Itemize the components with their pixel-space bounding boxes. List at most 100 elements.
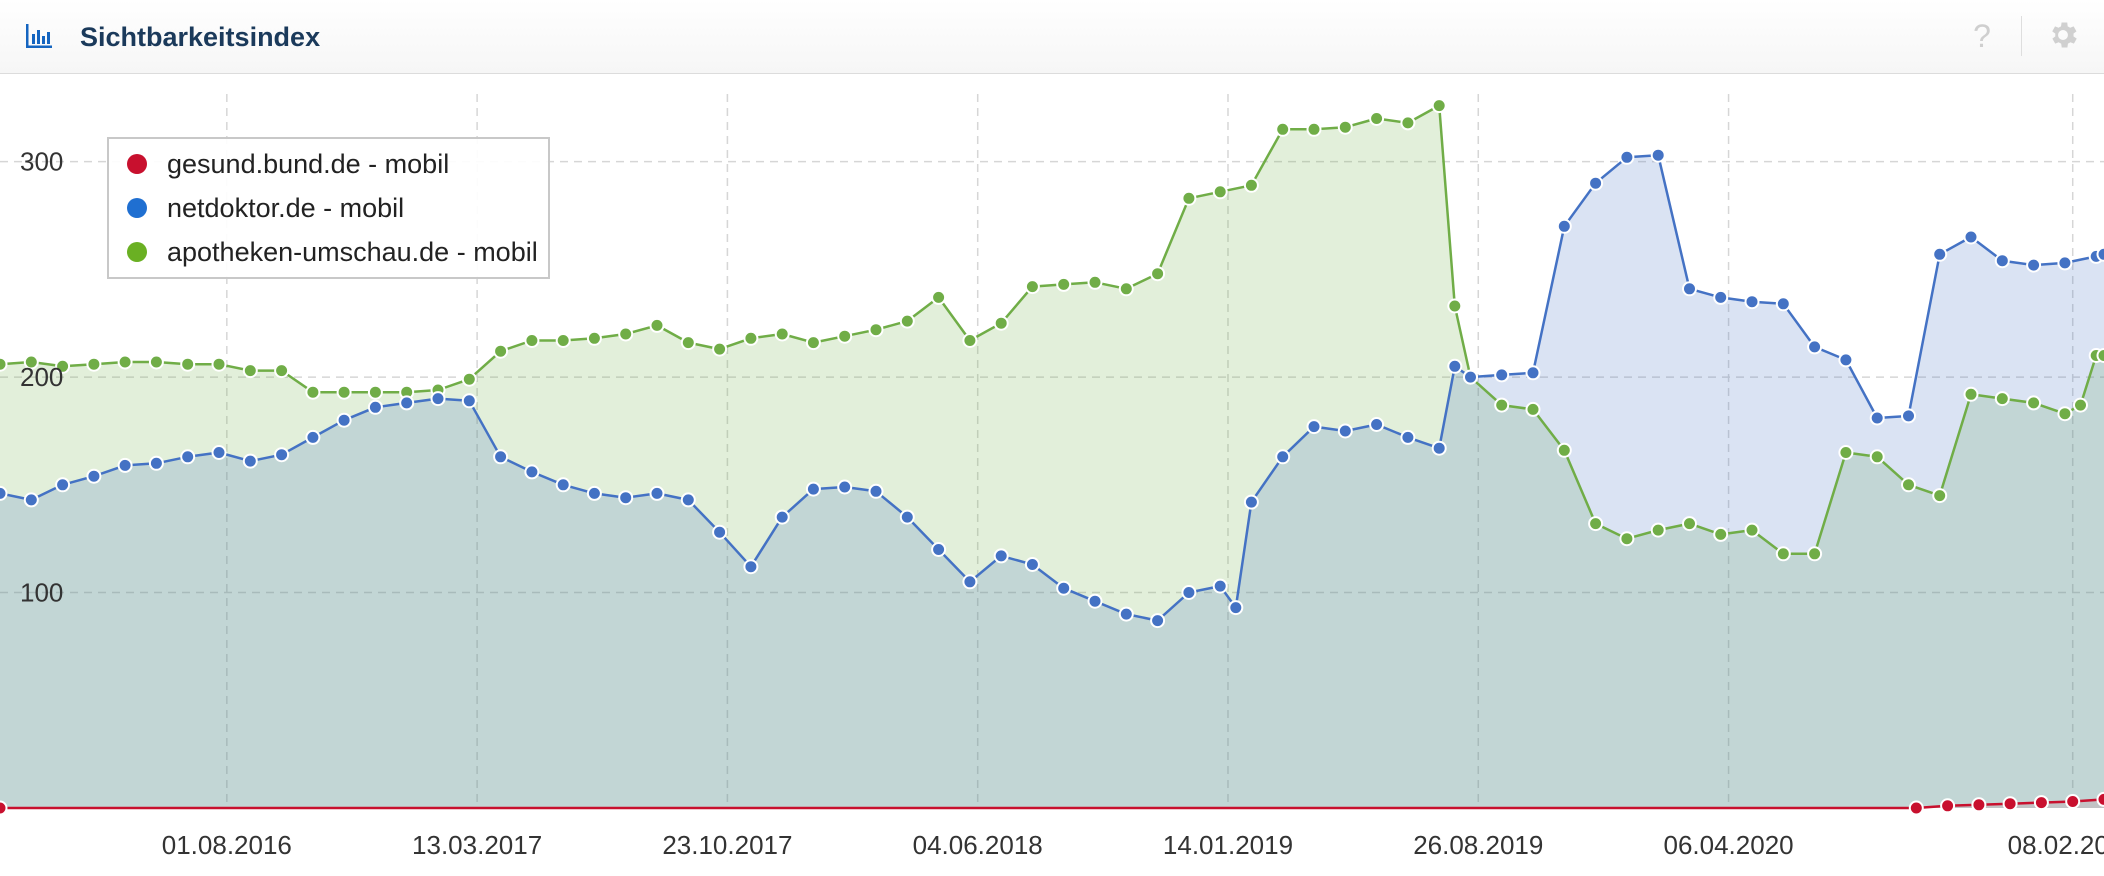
data-point bbox=[211, 445, 227, 460]
data-point bbox=[1650, 147, 1666, 163]
data-point bbox=[1807, 339, 1823, 355]
data-point bbox=[148, 354, 164, 370]
data-point bbox=[55, 477, 71, 493]
data-point bbox=[1971, 797, 1987, 813]
x-tick-label: 01.08.2016 bbox=[162, 830, 292, 860]
data-point bbox=[1400, 429, 1416, 445]
data-point bbox=[774, 509, 790, 525]
data-point bbox=[180, 356, 196, 372]
x-tick-label: 13.03.2017 bbox=[412, 830, 542, 860]
data-point bbox=[931, 542, 947, 557]
question-icon[interactable]: ? bbox=[1973, 18, 1991, 54]
data-point bbox=[1150, 266, 1166, 282]
data-point bbox=[1181, 190, 1197, 206]
data-point bbox=[2096, 246, 2104, 262]
data-point bbox=[1744, 522, 1760, 538]
data-point bbox=[461, 371, 477, 387]
data-point bbox=[1932, 246, 1948, 262]
data-point bbox=[993, 548, 1009, 564]
data-point bbox=[1275, 449, 1291, 465]
data-point bbox=[1525, 401, 1541, 417]
data-point bbox=[1963, 386, 1979, 402]
legend-item-gesund-bund[interactable]: gesund.bund.de - mobil bbox=[117, 144, 449, 184]
data-point bbox=[117, 457, 133, 473]
legend-dot bbox=[127, 198, 147, 218]
data-point bbox=[1024, 557, 1040, 572]
data-point bbox=[305, 429, 321, 445]
data-point bbox=[274, 447, 290, 463]
data-point bbox=[1369, 111, 1385, 126]
data-point bbox=[1431, 440, 1447, 456]
data-point bbox=[586, 330, 602, 346]
data-point bbox=[1087, 593, 1103, 609]
data-point bbox=[86, 356, 102, 372]
x-tick-label: 23.10.2017 bbox=[662, 830, 792, 860]
data-point bbox=[837, 328, 853, 344]
data-point bbox=[1963, 229, 1979, 245]
data-point bbox=[649, 317, 665, 333]
data-point bbox=[2096, 348, 2104, 363]
data-point bbox=[430, 391, 446, 407]
data-point bbox=[1337, 423, 1353, 439]
data-point bbox=[23, 354, 39, 370]
x-tick-label: 14.01.2019 bbox=[1163, 830, 1293, 860]
data-point bbox=[805, 335, 821, 351]
chart-legend: gesund.bund.de - mobil netdoktor.de - mo… bbox=[107, 137, 550, 279]
legend-dot bbox=[127, 154, 147, 174]
data-point bbox=[774, 326, 790, 342]
data-point bbox=[962, 574, 978, 590]
data-point bbox=[1447, 298, 1463, 314]
data-point bbox=[180, 449, 196, 465]
legend-item-apotheken-umschau[interactable]: apotheken-umschau.de - mobil bbox=[117, 232, 538, 272]
data-point bbox=[493, 449, 509, 465]
data-point bbox=[274, 363, 290, 379]
gear-icon[interactable] bbox=[2046, 18, 2080, 52]
series-area bbox=[0, 105, 2104, 809]
data-point bbox=[399, 395, 415, 411]
data-point bbox=[1994, 391, 2010, 407]
data-point bbox=[2002, 796, 2018, 812]
data-point bbox=[1431, 98, 1447, 114]
data-point bbox=[1463, 369, 1478, 385]
data-point bbox=[524, 333, 540, 348]
data-point bbox=[1243, 177, 1259, 193]
data-point bbox=[680, 492, 696, 508]
data-point bbox=[2065, 794, 2081, 809]
data-point bbox=[1212, 578, 1228, 594]
data-point bbox=[618, 326, 634, 342]
data-point bbox=[1494, 367, 1510, 383]
data-point bbox=[1275, 121, 1291, 137]
data-point bbox=[712, 524, 728, 540]
data-point bbox=[211, 356, 227, 372]
header-divider bbox=[2021, 16, 2022, 56]
data-point bbox=[743, 559, 759, 575]
bar-chart-icon bbox=[26, 24, 52, 48]
data-point bbox=[1619, 149, 1635, 165]
data-point bbox=[1400, 115, 1416, 131]
data-point bbox=[1306, 121, 1322, 137]
data-point bbox=[1682, 516, 1697, 532]
data-point bbox=[2033, 795, 2049, 811]
data-point bbox=[2096, 791, 2104, 807]
data-point bbox=[805, 481, 821, 497]
y-tick-label: 300 bbox=[20, 147, 63, 177]
data-point bbox=[1713, 526, 1729, 542]
data-point bbox=[899, 509, 915, 525]
y-tick-label: 100 bbox=[20, 578, 63, 608]
data-point bbox=[242, 363, 258, 379]
y-axis: 100 200 300 bbox=[20, 147, 63, 608]
data-point bbox=[461, 393, 477, 409]
data-point bbox=[1150, 613, 1166, 629]
x-axis: 01.08.2016 13.03.2017 23.10.2017 04.06.2018… bbox=[162, 830, 2104, 860]
data-point bbox=[1056, 580, 1072, 596]
data-point bbox=[2057, 406, 2073, 422]
data-point bbox=[1994, 253, 2010, 269]
legend-item-netdoktor[interactable]: netdoktor.de - mobil bbox=[117, 188, 404, 228]
data-point bbox=[1650, 522, 1666, 538]
x-tick-label: 06.04.2020 bbox=[1663, 830, 1793, 860]
data-point bbox=[618, 490, 634, 506]
data-point bbox=[1228, 600, 1244, 616]
data-point bbox=[1494, 397, 1510, 413]
data-point bbox=[868, 322, 884, 338]
data-point bbox=[1212, 184, 1228, 200]
